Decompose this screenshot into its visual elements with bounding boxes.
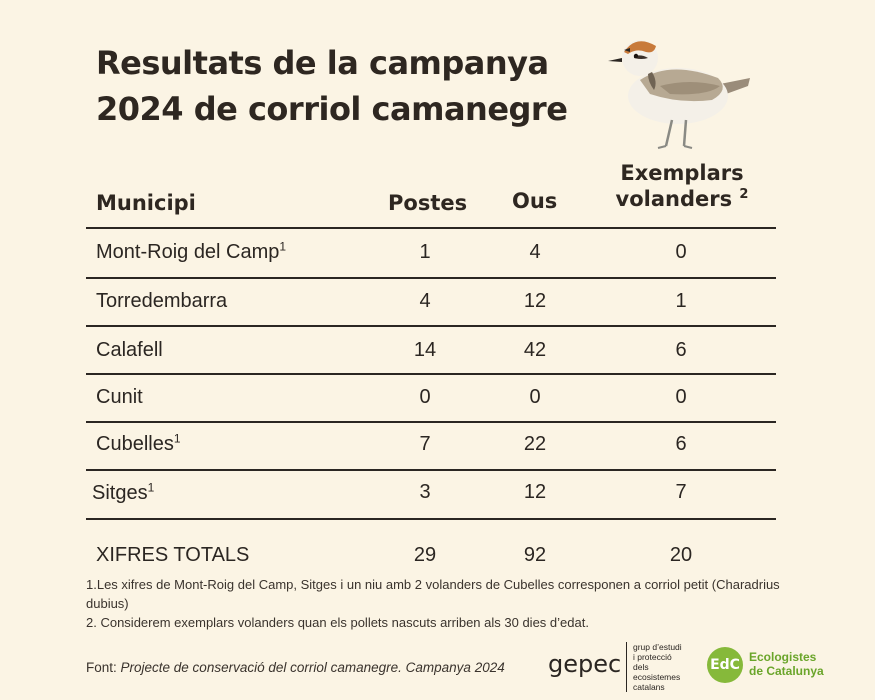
title-line-1: Resultats de la campanya — [96, 44, 549, 82]
footnote-1: 1.Les xifres de Mont-Roig del Camp, Sitg… — [86, 577, 780, 611]
edc-mark: EdC — [707, 647, 743, 683]
gepec-sub-line: dels ecosistemes — [633, 662, 681, 682]
header-ous: Ous — [512, 189, 558, 213]
source-text: Projecte de conservació del corriol cama… — [120, 660, 505, 675]
cell-ous: 4 — [529, 241, 541, 263]
gepec-logo: gepec grup d’estudi i protecció dels eco… — [548, 640, 698, 692]
cell-postes: 7 — [419, 433, 431, 455]
footnote-marker: 2 — [739, 187, 749, 202]
edc-name: Ecologistes de Catalunya — [749, 650, 824, 678]
plover-bird-illustration — [608, 40, 750, 149]
municipi-name: Cunit — [96, 386, 143, 408]
municipi-name: Cubelles — [96, 433, 174, 455]
footnote-marker: 1 — [173, 431, 181, 446]
gepec-sub-line: grup d’estudi — [633, 642, 682, 652]
cell-municipi: Torredembarra — [96, 289, 227, 313]
cell-exemplars: 6 — [675, 339, 687, 361]
table-rule — [86, 518, 776, 520]
cell-municipi: Sitges1 — [92, 481, 154, 505]
edc-line: de Catalunya — [749, 664, 824, 678]
table-rule — [86, 421, 776, 423]
cell-postes: 1 — [419, 241, 431, 263]
gepec-wordmark: gepec — [548, 650, 622, 678]
gepec-sub-line: catalans — [633, 682, 665, 692]
ecologistes-de-catalunya-logo: EdC Ecologistes de Catalunya — [707, 645, 837, 685]
header-exemplars-word: volanders — [615, 187, 733, 211]
header-postes: Postes — [388, 191, 468, 215]
footnote-marker: 1 — [147, 480, 155, 495]
cell-municipi: Cunit — [96, 385, 143, 409]
header-exemplars-line2: volanders 2 — [612, 186, 752, 212]
gepec-subtitle: grup d’estudi i protecció dels ecosistem… — [626, 642, 698, 692]
title-line-2: 2024 de corriol camanegre — [96, 90, 568, 128]
table-rule — [86, 325, 776, 327]
header-exemplars-volanders: Exemplars volanders 2 — [612, 160, 752, 212]
footnotes: 1.Les xifres de Mont-Roig del Camp, Sitg… — [86, 575, 806, 632]
municipi-name: Sitges — [92, 482, 148, 504]
cell-municipi: Cubelles1 — [96, 432, 181, 456]
cell-postes: 3 — [419, 481, 431, 503]
municipi-name: Mont-Roig del Camp — [96, 241, 280, 263]
cell-postes: 0 — [419, 386, 431, 408]
cell-exemplars: 0 — [675, 386, 687, 408]
header-exemplars-line1: Exemplars — [620, 161, 744, 185]
edc-line: Ecologistes — [749, 650, 817, 664]
cell-exemplars: 6 — [675, 433, 687, 455]
table-rule — [86, 227, 776, 229]
table-rule — [86, 373, 776, 375]
municipi-name: Torredembarra — [96, 290, 228, 312]
totals-ous: 92 — [523, 544, 547, 566]
source-citation: Font: Projecte de conservació del corrio… — [86, 660, 505, 675]
footnote-2: 2. Considerem exemplars volanders quan e… — [86, 615, 589, 630]
cell-municipi: Mont-Roig del Camp1 — [96, 240, 286, 264]
cell-municipi: Calafell — [96, 338, 163, 362]
source-prefix: Font: — [86, 660, 121, 675]
totals-label: XIFRES TOTALS — [96, 544, 250, 566]
table-rule — [86, 277, 776, 279]
cell-exemplars: 7 — [675, 481, 687, 503]
footnote-marker: 1 — [279, 239, 287, 254]
cell-postes: 4 — [419, 290, 431, 312]
gepec-sub-line: i protecció — [633, 652, 672, 662]
header-municipi: Municipi — [96, 191, 196, 215]
page-title: Resultats de la campanya 2024 de corriol… — [96, 40, 596, 132]
cell-ous: 0 — [529, 386, 541, 408]
totals-exemplars: 20 — [669, 544, 693, 566]
municipi-name: Calafell — [96, 339, 163, 361]
table-rule — [86, 469, 776, 471]
cell-exemplars: 0 — [675, 241, 687, 263]
totals-postes: 29 — [413, 544, 437, 566]
cell-exemplars: 1 — [675, 290, 687, 312]
cell-ous: 42 — [523, 339, 547, 361]
cell-postes: 14 — [413, 339, 437, 361]
cell-ous: 12 — [523, 290, 547, 312]
cell-ous: 12 — [523, 481, 547, 503]
cell-ous: 22 — [523, 433, 547, 455]
